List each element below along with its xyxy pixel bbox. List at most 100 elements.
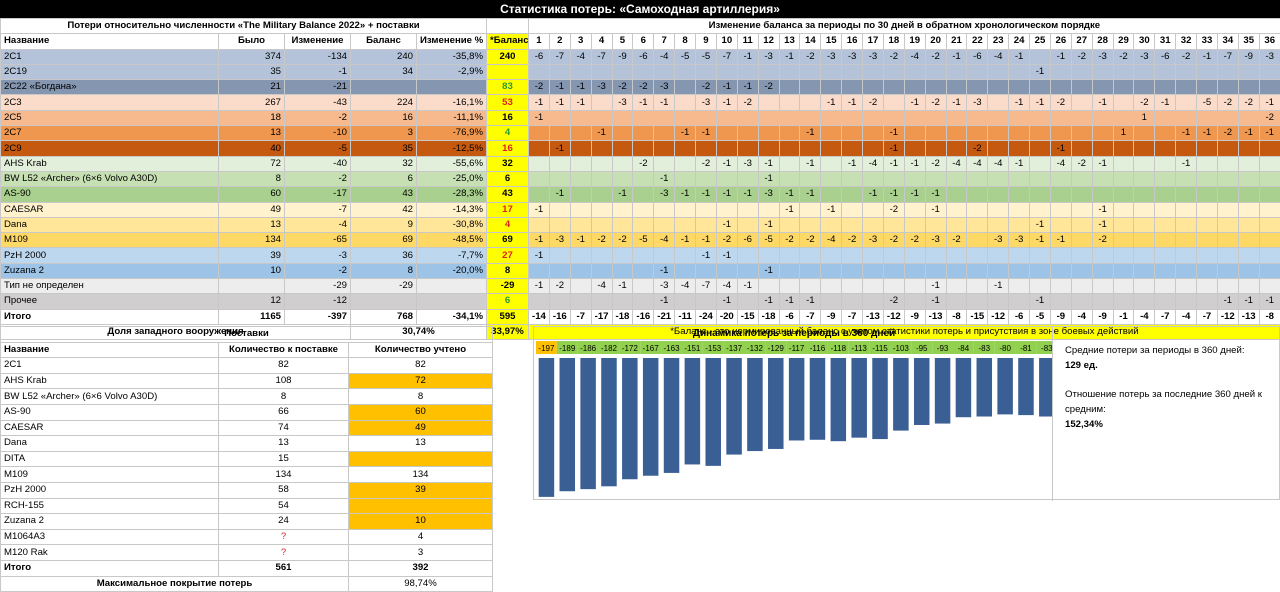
total-period: -13 [1238, 309, 1259, 324]
period-cell [1259, 217, 1280, 232]
supply-name: M120 Rak [1, 545, 219, 561]
row-was: 35 [219, 64, 285, 79]
data-label: -182 [601, 344, 618, 353]
period-cell [1134, 202, 1155, 217]
total-period: -9 [1092, 309, 1113, 324]
period-cell [800, 171, 821, 186]
period-cell [612, 248, 633, 263]
row-pct: -14,3% [417, 202, 487, 217]
period-cell [633, 202, 654, 217]
row-name: CAESAR [1, 202, 219, 217]
row-was: 40 [219, 141, 285, 156]
chart-title: Динамика потерь за периоды в 360 дней [534, 327, 1054, 341]
period-cell [1155, 110, 1176, 125]
period-cell [967, 171, 988, 186]
period-cell [1030, 141, 1051, 156]
period-cell [988, 141, 1009, 156]
row-name: 2С5 [1, 110, 219, 125]
period-cell: -2 [1217, 95, 1238, 110]
row-change: -4 [285, 217, 351, 232]
period-cell: -7 [696, 279, 717, 294]
row-balance: 16 [351, 110, 417, 125]
period-cell [1238, 263, 1259, 278]
data-label: -113 [851, 344, 867, 353]
total-period: -16 [549, 309, 570, 324]
period-cell: -1 [737, 279, 758, 294]
period-cell: -1 [883, 126, 904, 141]
period-cell [737, 141, 758, 156]
supply-row: M1064A3?4 [1, 529, 493, 545]
period-cell: -4 [967, 156, 988, 171]
period-cell [1176, 110, 1197, 125]
row-nbal: 16 [487, 141, 529, 156]
period-cell [1134, 217, 1155, 232]
period-cell: -1 [529, 110, 550, 125]
ratio-value: 152,34% [1065, 417, 1269, 432]
stats-panel: Средние потери за периоды в 360 дней: 12… [1052, 327, 1280, 501]
supply-name: AS-90 [1, 404, 219, 420]
period-cell [1092, 126, 1113, 141]
supply-row: M120 Rak?3 [1, 545, 493, 561]
period-cell: -1 [925, 187, 946, 202]
period-cell [1155, 233, 1176, 248]
period-cell [675, 64, 696, 79]
period-cell: -4 [716, 279, 737, 294]
header-0: Название [1, 34, 219, 49]
period-cell: -2 [863, 95, 884, 110]
period-cell [842, 202, 863, 217]
period-cell [1113, 233, 1134, 248]
chart-bar [726, 358, 742, 455]
period-cell [1155, 64, 1176, 79]
period-cell: -3 [988, 233, 1009, 248]
period-cell: -1 [842, 156, 863, 171]
row-change: -134 [285, 49, 351, 64]
row-change: -3 [285, 248, 351, 263]
period-cell [925, 248, 946, 263]
period-cell [1155, 80, 1176, 95]
period-cell [549, 217, 570, 232]
data-label: -83 [978, 344, 990, 353]
supply-counted: 49 [349, 420, 493, 436]
period-cell: -1 [549, 80, 570, 95]
period-cell [988, 187, 1009, 202]
row-change: -1 [285, 64, 351, 79]
period-cell [591, 263, 612, 278]
period-cell [1030, 279, 1051, 294]
row-was: 374 [219, 49, 285, 64]
period-cell [675, 110, 696, 125]
supply-name: Dana [1, 436, 219, 452]
period-cell: -1 [549, 141, 570, 156]
period-cell [675, 80, 696, 95]
period-cell [570, 279, 591, 294]
supply-name: M109 [1, 467, 219, 483]
period-cell: -1 [946, 95, 967, 110]
period-cell [1009, 217, 1030, 232]
period-cell [1050, 126, 1071, 141]
period-cell: -1 [716, 248, 737, 263]
period-cell: -4 [654, 233, 675, 248]
data-label: -95 [916, 344, 928, 353]
period-cell [1030, 202, 1051, 217]
period-cell [1238, 80, 1259, 95]
total-period: -16 [633, 309, 654, 324]
period-cell: -1 [904, 156, 925, 171]
period-cell [904, 64, 925, 79]
period-cell [591, 64, 612, 79]
row-name: AHS Krab [1, 156, 219, 171]
row-nbal: 32 [487, 156, 529, 171]
row-name: PzH 2000 [1, 248, 219, 263]
period-cell [1071, 279, 1092, 294]
period-cell [529, 64, 550, 79]
period-cell: -4 [1050, 156, 1071, 171]
period-cell [737, 110, 758, 125]
period-cell [967, 202, 988, 217]
period-cell [967, 187, 988, 202]
period-cell: -1 [1259, 294, 1280, 309]
period-cell [716, 126, 737, 141]
period-header: 19 [904, 34, 925, 49]
period-cell [612, 126, 633, 141]
total-period: -13 [925, 309, 946, 324]
ratio-label: Отношение потерь за последние 360 дней к… [1065, 387, 1269, 417]
